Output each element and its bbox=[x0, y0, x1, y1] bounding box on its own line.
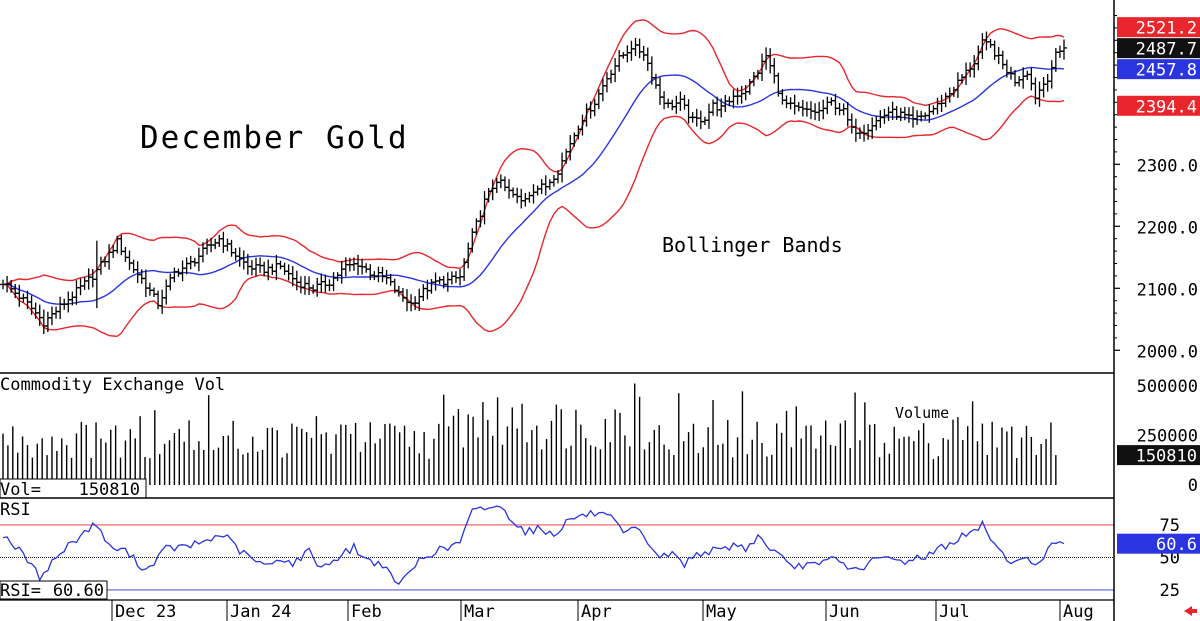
svg-text:2394.4: 2394.4 bbox=[1136, 97, 1197, 117]
rsi-panel-title: RSI bbox=[0, 500, 31, 520]
volume-panel: Commodity Exchange Vol Volume 500000 2500… bbox=[0, 375, 1200, 500]
rsi-value-label: 60.6 bbox=[1117, 533, 1200, 555]
rsi-readout-label: RSI= bbox=[0, 581, 41, 601]
volume-value-label: 150810 bbox=[1117, 445, 1200, 467]
price-tick-label: 2200.0 bbox=[1137, 218, 1198, 238]
price-panel: December Gold Bollinger Bands 2000.0 2100… bbox=[0, 15, 1200, 362]
svg-text:60.6: 60.6 bbox=[1156, 535, 1197, 555]
price-value-label: 2487.7 bbox=[1117, 38, 1200, 60]
middle-bollinger-band bbox=[2, 66, 1065, 305]
rsi-readout-box bbox=[0, 580, 108, 600]
lower-bollinger-band bbox=[2, 95, 1065, 338]
upper-bollinger-band bbox=[2, 19, 1065, 286]
bollinger-bands-annotation: Bollinger Bands bbox=[662, 233, 843, 257]
scroll-left-arrow-icon[interactable] bbox=[1184, 606, 1197, 616]
price-bar bbox=[1061, 39, 1067, 60]
volume-tick-label: 250000 bbox=[1137, 426, 1198, 446]
month-tick-label: Jun bbox=[829, 602, 860, 621]
month-tick-label: Feb bbox=[351, 602, 382, 621]
price-tick-label: 2100.0 bbox=[1137, 280, 1198, 300]
price-tick-label: 2300.0 bbox=[1137, 156, 1198, 176]
month-tick-label: Apr bbox=[581, 602, 612, 621]
price-value-label: 2394.4 bbox=[1117, 95, 1200, 117]
volume-readout-value: 150810 bbox=[79, 480, 140, 500]
svg-text:2487.7: 2487.7 bbox=[1136, 40, 1197, 60]
volume-tick-label: 0 bbox=[1188, 476, 1198, 496]
volume-panel-title: Commodity Exchange Vol bbox=[0, 375, 225, 395]
rsi-tick-label: 75 bbox=[1160, 516, 1180, 536]
volume-readout-label: Vol= bbox=[0, 480, 41, 500]
volume-annotation: Volume bbox=[895, 404, 949, 422]
rsi-tick-label: 25 bbox=[1160, 581, 1180, 601]
month-tick-label: May bbox=[706, 602, 737, 621]
price-value-label: 2521.2 bbox=[1117, 17, 1200, 39]
svg-text:150810: 150810 bbox=[1136, 447, 1197, 467]
month-tick-label: Jul bbox=[939, 602, 970, 621]
svg-text:2457.8: 2457.8 bbox=[1136, 61, 1197, 81]
price-value-label: 2457.8 bbox=[1117, 59, 1200, 81]
volume-tick-label: 500000 bbox=[1137, 377, 1198, 397]
month-tick-label: Dec 23 bbox=[115, 602, 176, 621]
chart-title: December Gold bbox=[140, 120, 409, 156]
rsi-readout-value: 60.60 bbox=[53, 581, 104, 601]
price-tick-label: 2000.0 bbox=[1137, 342, 1198, 362]
month-tick-label: Jan 24 bbox=[230, 602, 291, 621]
month-tick-label: Aug bbox=[1063, 602, 1094, 621]
month-tick-label: Mar bbox=[464, 602, 495, 621]
rsi-line bbox=[2, 505, 1065, 585]
svg-text:2521.2: 2521.2 bbox=[1136, 19, 1197, 39]
month-axis: Dec 23 Jan 24 Feb Mar Apr May Jun Jul Aug bbox=[111, 600, 1094, 621]
